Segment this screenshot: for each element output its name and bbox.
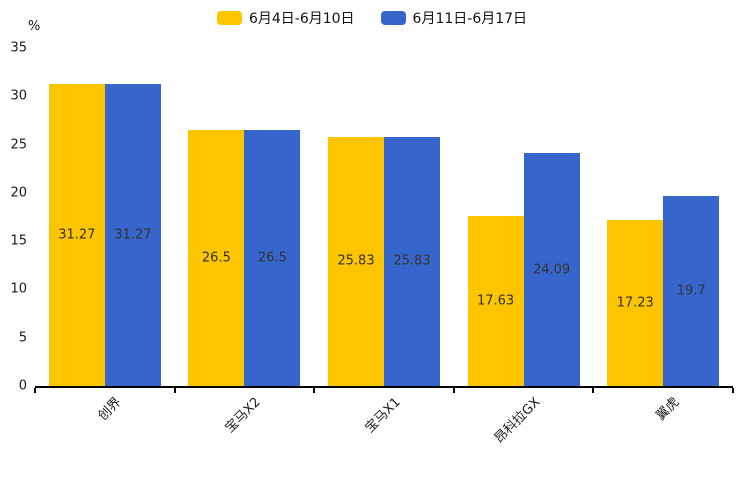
bar-value-label: 24.09 xyxy=(532,262,571,278)
y-tick-label: 5 xyxy=(18,330,27,346)
bar-series-1-category-3[interactable]: 25.83 xyxy=(327,136,384,386)
bar-value-label: 31.27 xyxy=(58,227,96,243)
bar-value-label: 25.83 xyxy=(393,253,431,269)
bar-series-1-category-5[interactable]: 17.23 xyxy=(607,219,664,386)
y-tick-label: 15 xyxy=(10,233,27,249)
bar-series-2-category-3[interactable]: 25.83 xyxy=(383,136,440,386)
y-tick-label: 20 xyxy=(10,185,27,201)
plot-area: 31.27 31.27 26.5 26.5 25.83 25.83 17.63 24.09 17… xyxy=(35,48,733,386)
bar-value-label: 19.7 xyxy=(676,283,706,299)
y-axis-labels: 0 5 10 15 20 25 30 35 xyxy=(0,41,27,394)
x-axis-tick xyxy=(34,388,36,393)
x-axis-line xyxy=(35,386,733,388)
y-tick-label: 30 xyxy=(10,88,27,104)
y-tick-label: 10 xyxy=(10,281,27,297)
bar-series-1-category-4[interactable]: 17.63 xyxy=(467,215,524,386)
bar-series-2-category-4[interactable]: 24.09 xyxy=(523,153,580,386)
bar-value-label: 17.63 xyxy=(476,293,515,309)
x-axis-tick xyxy=(173,388,176,393)
x-axis-label-2: 宝马X2 xyxy=(222,394,264,436)
legend-swatch-icon xyxy=(216,11,242,25)
x-axis-label-1: 创界 xyxy=(95,394,125,424)
x-axis-labels: 创界 宝马X2 宝马X1 昂科拉GX 翼虎 xyxy=(35,390,733,460)
y-tick-label: 25 xyxy=(10,137,27,153)
x-axis-label-3: 宝马X1 xyxy=(362,394,404,436)
legend-item-series-1[interactable]: 6月4日-6月10日 xyxy=(216,8,355,28)
x-axis-label-5: 翼虎 xyxy=(653,394,683,424)
bar-value-label: 26.5 xyxy=(257,250,287,266)
bar-value-label: 17.23 xyxy=(616,295,654,311)
bar-value-label: 25.83 xyxy=(337,253,375,269)
y-axis-unit-label: % xyxy=(28,19,41,34)
bar-group-2: 26.5 26.5 xyxy=(175,48,315,386)
bar-value-label: 31.27 xyxy=(114,227,152,243)
x-axis-tick xyxy=(452,388,455,393)
y-tick-label: 0 xyxy=(18,378,27,394)
x-axis-tick xyxy=(313,388,316,393)
bar-series-1-category-1[interactable]: 31.27 xyxy=(48,84,105,386)
x-axis-tick xyxy=(732,388,734,393)
x-axis-tick xyxy=(592,388,595,393)
legend-label: 6月4日-6月10日 xyxy=(248,11,355,27)
bar-value-label: 26.5 xyxy=(201,250,231,266)
bar-group-5: 17.23 19.7 xyxy=(593,48,733,386)
legend: 6月4日-6月10日 6月11日-6月17日 xyxy=(0,8,744,28)
bar-group-3: 25.83 25.83 xyxy=(314,48,454,386)
bar-group-4: 17.63 24.09 xyxy=(454,48,594,386)
bar-group-1: 31.27 31.27 xyxy=(35,48,175,386)
bar-series-2-category-5[interactable]: 19.7 xyxy=(663,195,720,386)
x-axis-ticks xyxy=(34,388,734,394)
legend-label: 6月11日-6月17日 xyxy=(412,11,528,27)
bar-series-2-category-2[interactable]: 26.5 xyxy=(244,130,301,386)
y-tick-label: 35 xyxy=(10,40,27,56)
legend-swatch-icon xyxy=(380,11,406,25)
bar-series-2-category-1[interactable]: 31.27 xyxy=(104,84,161,386)
legend-item-series-2[interactable]: 6月11日-6月17日 xyxy=(380,8,528,28)
x-axis-label-4: 昂科拉GX xyxy=(491,394,544,447)
bar-series-1-category-2[interactable]: 26.5 xyxy=(188,130,245,386)
